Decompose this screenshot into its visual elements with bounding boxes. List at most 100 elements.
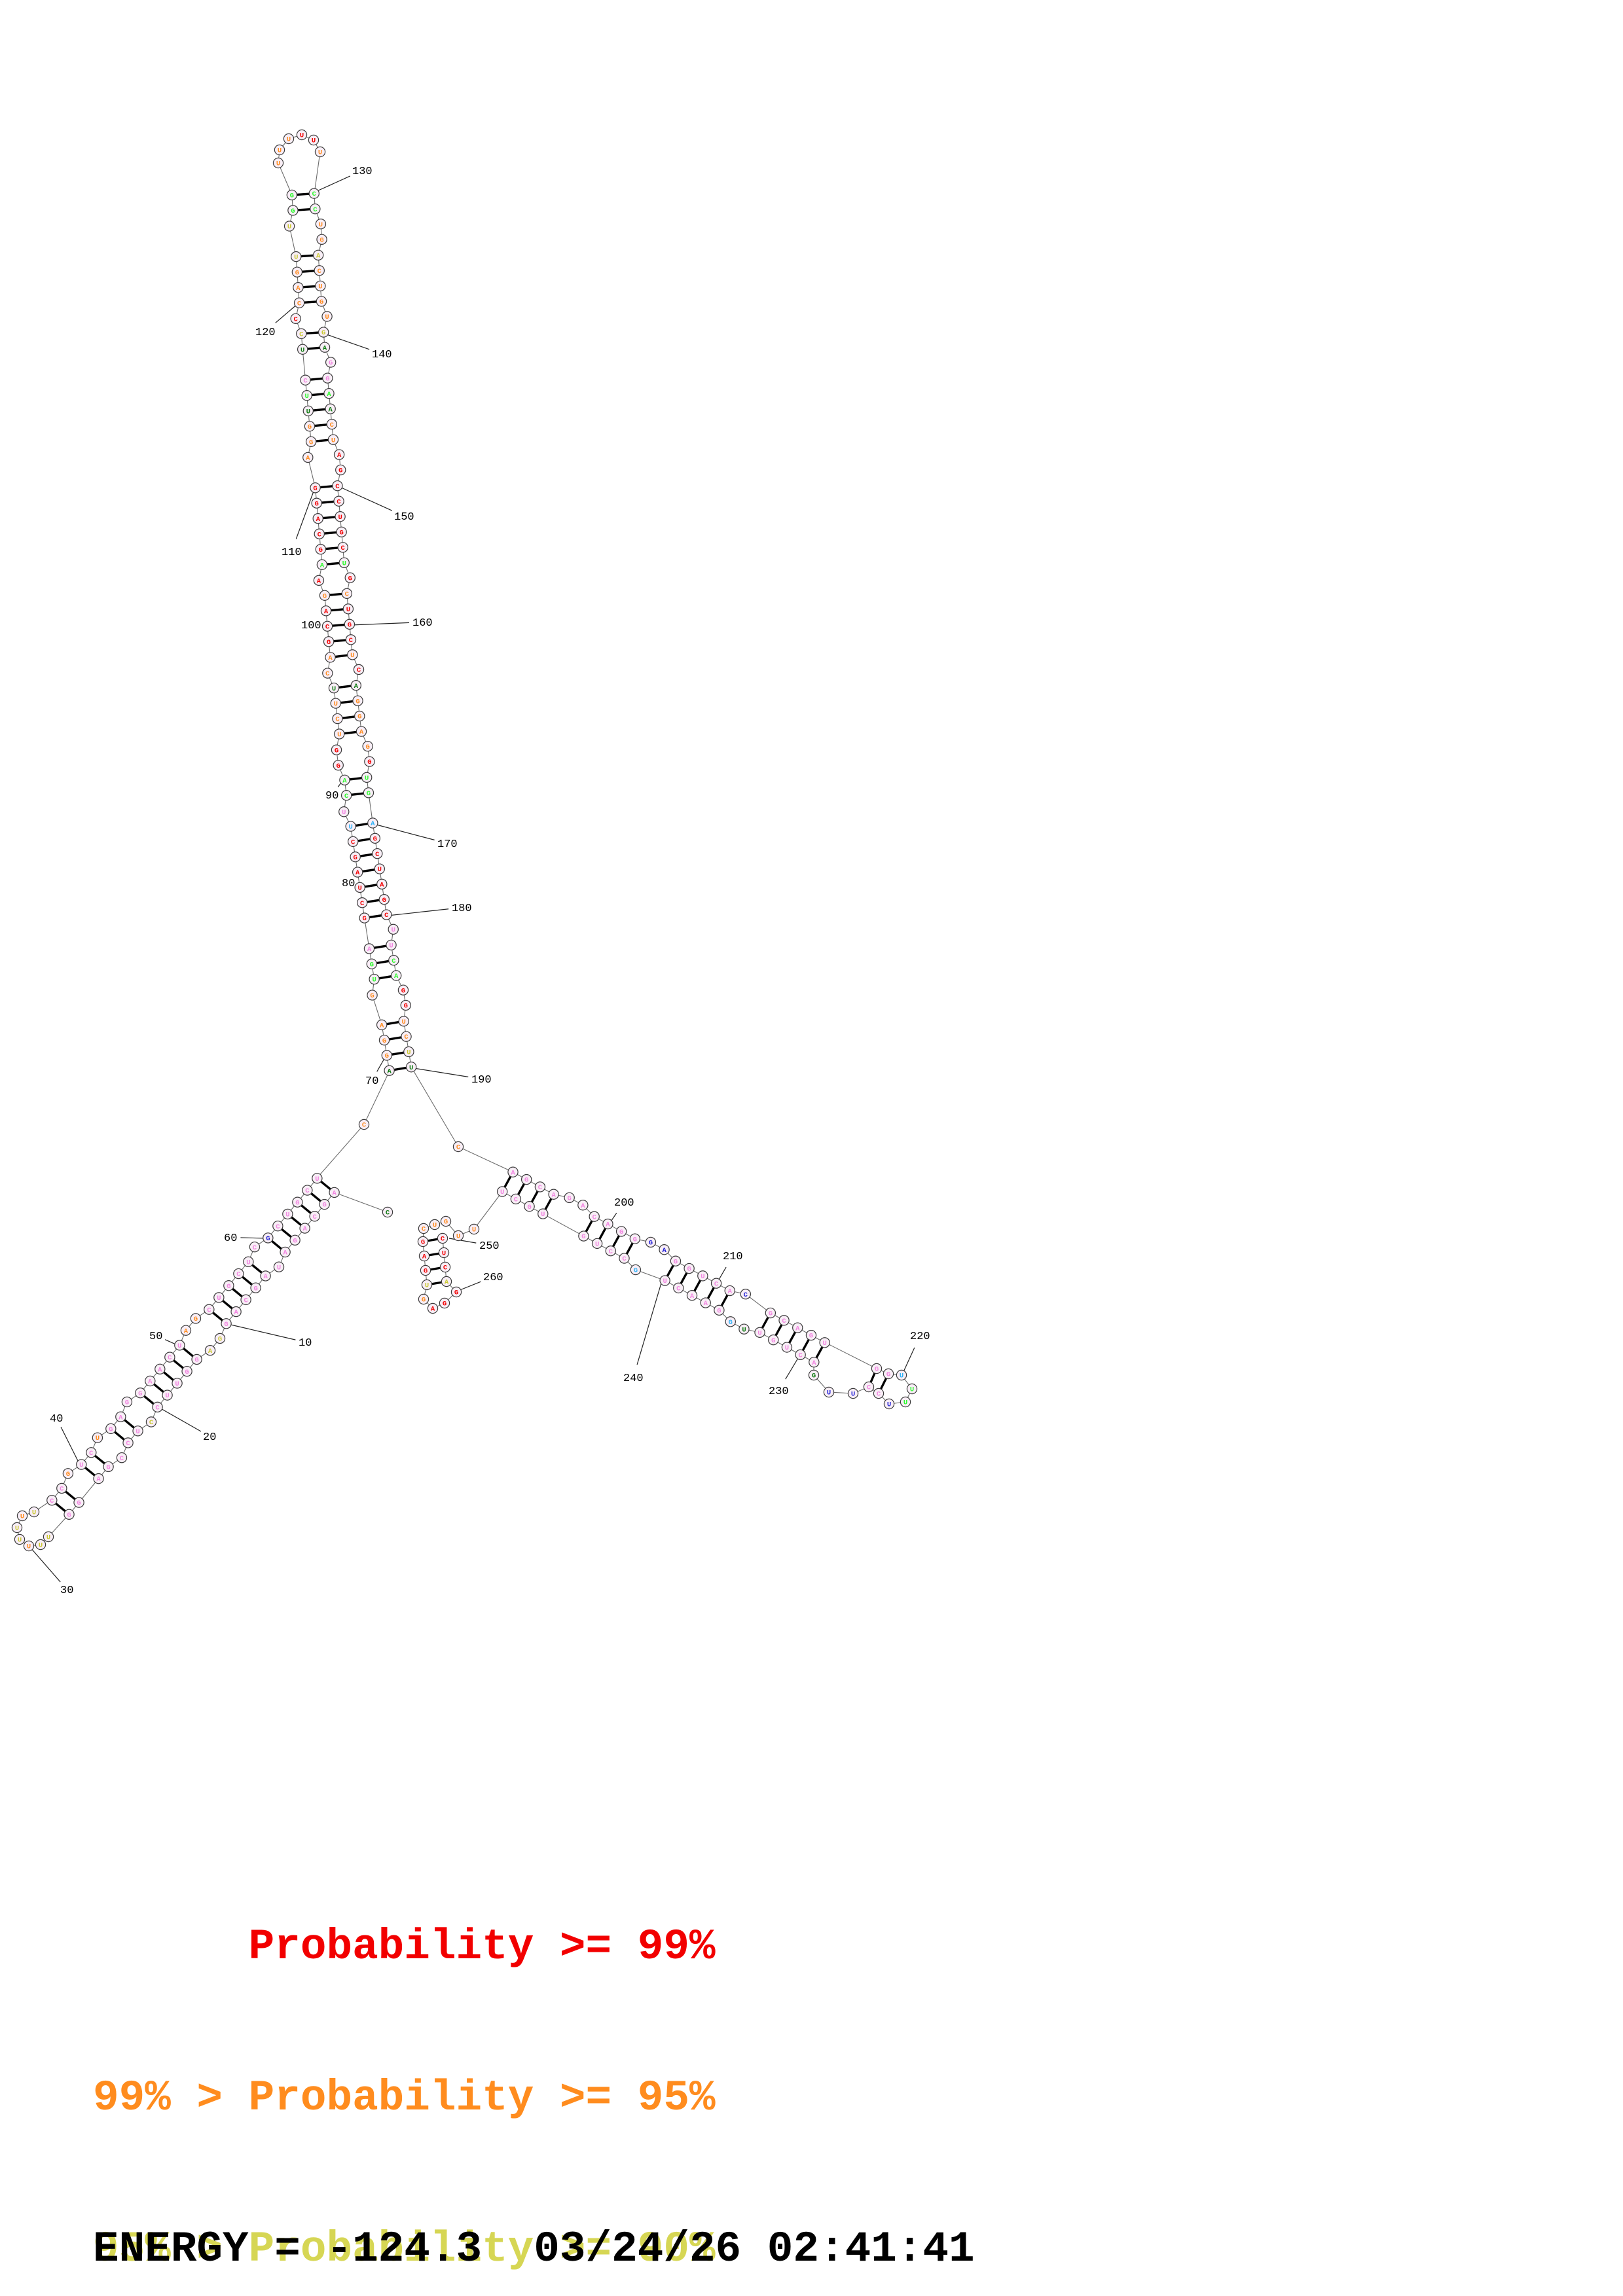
- nucleotide-circle: [630, 1264, 642, 1276]
- nucleotide-circle: [132, 1426, 143, 1437]
- base-pair-rung: [517, 1183, 526, 1196]
- nucleotide-circle: [374, 863, 386, 874]
- nucleotide-circle: [316, 296, 327, 307]
- nucleotide-letter: C: [375, 851, 380, 859]
- nucleotide-letter: G: [769, 1310, 773, 1318]
- nucleotide-circle: [325, 652, 336, 663]
- nucleotide-circle: [450, 1286, 462, 1298]
- nucleotide-letter: A: [690, 1293, 695, 1300]
- nucleotide-letter: U: [595, 1240, 599, 1248]
- nucleotide-letter: G: [401, 987, 405, 995]
- nucleotide-letter: U: [500, 1189, 504, 1196]
- nucleotide-circle: [293, 297, 305, 308]
- nucleotide-letter: U: [276, 160, 280, 168]
- nucleotide-letter: U: [887, 1401, 891, 1409]
- nucleotide-letter: U: [472, 1227, 476, 1234]
- nucleotide-letter: A: [306, 455, 310, 463]
- nucleotide-circle: [172, 1378, 183, 1389]
- position-label-180: 180: [452, 903, 472, 915]
- nucleotide-letter: U: [389, 942, 393, 950]
- base-pair-rung: [815, 1346, 824, 1359]
- label-leader-line: [448, 1238, 477, 1244]
- nucleotide-circle: [302, 452, 314, 463]
- nucleotide-circle: [378, 893, 390, 905]
- nucleotide-circle: [291, 251, 302, 262]
- nucleotide-circle: [289, 1234, 301, 1246]
- nucleotide-circle: [319, 590, 331, 601]
- nucleotide-letter: G: [295, 269, 299, 277]
- nucleotide-circle: [333, 495, 344, 507]
- nucleotide-circle: [214, 1333, 226, 1344]
- nucleotide-circle: [417, 1236, 429, 1247]
- nucleotide-letter: U: [372, 977, 376, 984]
- nucleotide-circle: [11, 1522, 23, 1534]
- base-pair-rung: [376, 960, 390, 965]
- nucleotide-circle: [319, 1198, 330, 1210]
- nucleotide-circle: [122, 1437, 134, 1448]
- legend-line-3: 95% > Probability >= 90%: [93, 2225, 716, 2274]
- nucleotide-letter: G: [382, 897, 386, 905]
- nucleotide-letter: U: [409, 1064, 413, 1072]
- base-pair-rung: [332, 623, 345, 627]
- nucleotide-circle: [28, 1506, 40, 1518]
- base-pair-rung: [333, 639, 346, 643]
- nucleotide-circle: [315, 219, 327, 230]
- position-label-170: 170: [437, 838, 458, 851]
- base-pair-rung: [611, 1235, 620, 1247]
- nucleotide-letter: G: [771, 1337, 775, 1345]
- nucleotide-letter: C: [362, 1122, 367, 1130]
- nucleotide-circle: [103, 1461, 114, 1473]
- base-pair-rung: [242, 1276, 253, 1286]
- nucleotide-letter: G: [619, 1229, 623, 1236]
- nucleotide-circle: [871, 1363, 883, 1374]
- nucleotide-letter: C: [384, 912, 389, 920]
- position-label-160: 160: [412, 617, 433, 630]
- nucleotide-circle: [180, 1325, 192, 1336]
- base-pair-rung: [392, 1051, 405, 1056]
- nucleotide-circle: [233, 1268, 244, 1280]
- nucleotide-letter: U: [785, 1344, 789, 1352]
- nucleotide-letter: C: [351, 838, 356, 846]
- label-leader-line: [29, 1547, 61, 1583]
- nucleotide-circle: [323, 387, 335, 399]
- nucleotide-circle: [418, 1223, 429, 1234]
- nucleotide-circle: [347, 649, 358, 660]
- nucleotide-circle: [673, 1282, 684, 1294]
- nucleotide-circle: [318, 327, 329, 338]
- nucleotide-circle: [263, 1232, 274, 1244]
- nucleotide-letter: C: [236, 1271, 241, 1279]
- nucleotide-letter: G: [77, 1499, 81, 1507]
- nucleotide-circle: [311, 497, 322, 509]
- nucleotide-circle: [353, 664, 365, 675]
- nucleotide-letter: G: [348, 575, 352, 583]
- nucleotide-circle: [191, 1354, 202, 1365]
- nucleotide-circle: [308, 134, 319, 146]
- backbone-line: [513, 1172, 825, 1343]
- nucleotide-circle: [438, 1247, 450, 1259]
- nucleotide-circle: [155, 1363, 166, 1374]
- nucleotide-circle: [344, 572, 356, 583]
- nucleotide-circle: [115, 1411, 126, 1422]
- nucleotide-letter: C: [609, 1248, 613, 1256]
- base-pair-rung: [319, 485, 333, 489]
- nucleotide-letter: C: [325, 623, 330, 631]
- nucleotide-letter: A: [431, 1306, 435, 1314]
- base-pair-rung: [788, 1331, 797, 1344]
- nucleotide-letter: C: [207, 1306, 211, 1314]
- base-pair-rung: [163, 1371, 174, 1381]
- nucleotide-circle: [326, 418, 338, 430]
- nucleotide-letter: U: [378, 866, 382, 874]
- position-label-30: 30: [60, 1585, 73, 1597]
- label-leader-line: [60, 1426, 81, 1465]
- base-pair-rung: [359, 853, 373, 857]
- nucleotide-circle: [280, 1246, 291, 1258]
- nucleotide-circle: [398, 1016, 409, 1027]
- nucleotide-letter: U: [294, 254, 298, 262]
- nucleotide-circle: [372, 848, 383, 859]
- nucleotide-circle: [700, 1297, 711, 1308]
- nucleotide-circle: [323, 636, 335, 647]
- nucleotide-letter: U: [15, 1525, 19, 1533]
- nucleotide-letter: C: [345, 590, 350, 598]
- base-pair-rung: [680, 1272, 688, 1285]
